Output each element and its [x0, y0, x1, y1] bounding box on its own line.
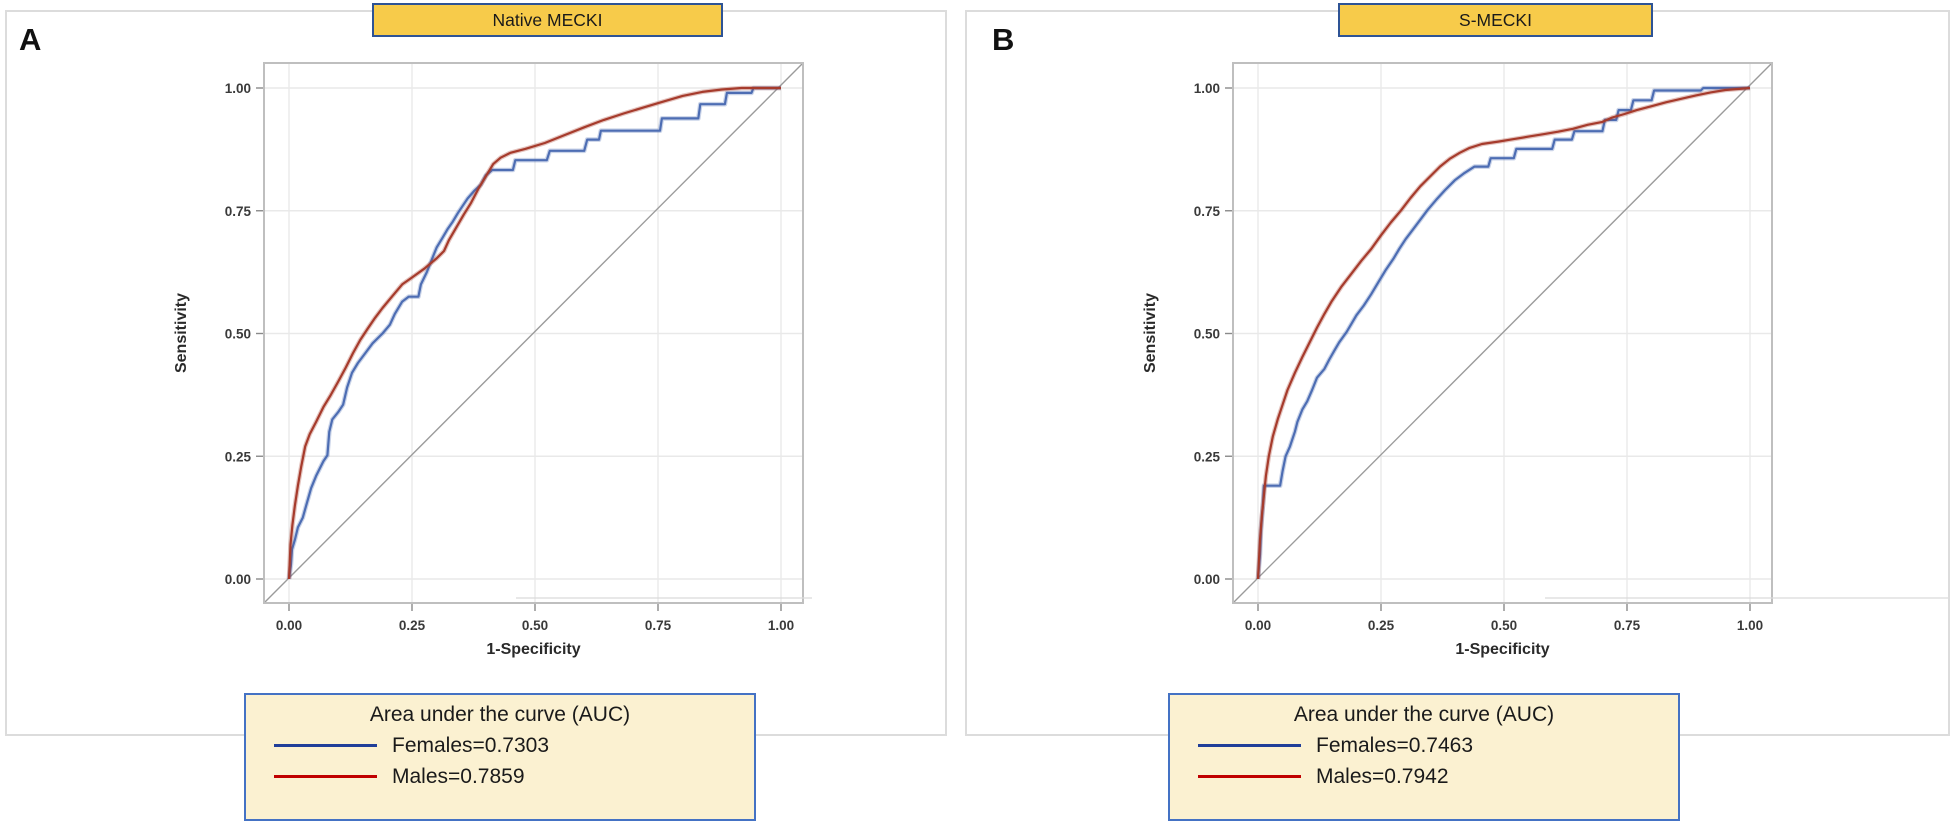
diagonal-reference-line [1232, 62, 1773, 604]
females-auc-label: Females=0.7303 [392, 733, 550, 757]
females-auc-label: Females=0.7463 [1316, 733, 1474, 757]
panel-a-auc-legend: Area under the curve (AUC) Females=0.730… [244, 693, 756, 821]
x-axis-title: 1-Specificity [486, 641, 580, 658]
males-line-swatch [1198, 774, 1301, 779]
panel-a-frame [5, 10, 947, 736]
legend-title: Area under the curve (AUC) [1293, 703, 1555, 726]
legend-row-males: Males=0.7942 [1170, 761, 1678, 792]
males-line-swatch [274, 774, 377, 779]
panel-b-frame [965, 10, 1950, 736]
panel-b-auc-legend: Area under the curve (AUC) Females=0.746… [1168, 693, 1680, 821]
panel-a-title-box: Native MECKI [372, 3, 723, 37]
y-tick-label: 0.00 [1194, 572, 1220, 587]
panel-b-title-box: S-MECKI [1338, 3, 1653, 37]
axes: 0.00 0.25 0.50 0.75 1.00 0.00 0.25 0.50 0.75 1.00 [1194, 81, 1763, 633]
x-axis-title: 1-Specificity [1455, 641, 1549, 658]
axes: 0.00 0.25 0.50 0.75 1.00 0.00 0.25 0.50 0.75 1.00 [225, 81, 794, 633]
panel-b-title: S-MECKI [1459, 9, 1532, 30]
y-tick-label: 1.00 [225, 81, 251, 96]
y-tick-label: 0.75 [225, 204, 252, 219]
y-tick-label: 0.75 [1194, 204, 1221, 219]
roc-curve-females [286, 85, 781, 580]
females-line-swatch [1198, 743, 1301, 748]
legend-row-males: Males=0.7859 [246, 761, 754, 792]
x-tick-label: 0.25 [399, 618, 426, 633]
y-tick-label: 0.25 [225, 449, 252, 464]
y-tick-label: 0.00 [225, 572, 251, 587]
gridlines [264, 63, 803, 603]
panel-a-title: Native MECKI [492, 9, 603, 30]
diagonal-reference-line [263, 62, 804, 604]
panel-b-letter: B [992, 22, 1015, 57]
plot-frame [263, 62, 804, 604]
x-tick-label: 0.75 [645, 618, 672, 633]
legend-title: Area under the curve (AUC) [369, 703, 631, 726]
x-tick-label: 0.00 [1245, 618, 1271, 633]
roc-curve-males [1255, 85, 1751, 580]
x-tick-label: 0.00 [276, 618, 302, 633]
x-tick-label: 0.50 [522, 618, 548, 633]
legend-row-females: Females=0.7303 [246, 730, 754, 761]
y-tick-label: 0.25 [1194, 449, 1221, 464]
y-tick-label: 0.50 [225, 327, 251, 342]
females-line-swatch [274, 743, 377, 748]
legend-row-females: Females=0.7463 [1170, 730, 1678, 761]
y-tick-label: 0.50 [1194, 327, 1220, 342]
y-axis-title: Sensitivity [1142, 293, 1159, 373]
males-auc-label: Males=0.7859 [392, 764, 525, 788]
x-tick-label: 0.75 [1614, 618, 1641, 633]
males-auc-label: Males=0.7942 [1316, 764, 1449, 788]
panel-a-roc-plot: 0.00 0.25 0.50 0.75 1.00 0.00 0.25 0.50 0.75 1.00… [173, 62, 812, 658]
y-tick-label: 1.00 [1194, 81, 1220, 96]
x-tick-label: 0.50 [1491, 618, 1517, 633]
x-tick-label: 0.25 [1368, 618, 1395, 633]
x-tick-label: 1.00 [1737, 618, 1763, 633]
y-axis-title: Sensitivity [173, 293, 190, 373]
panel-b-roc-plot: 0.00 0.25 0.50 0.75 1.00 0.00 0.25 0.50 0.75 1.00… [1142, 62, 1948, 658]
panel-a-letter: A [19, 22, 42, 57]
roc-curve-males [286, 85, 781, 580]
plot-frame [1232, 62, 1773, 604]
x-tick-label: 1.00 [768, 618, 794, 633]
